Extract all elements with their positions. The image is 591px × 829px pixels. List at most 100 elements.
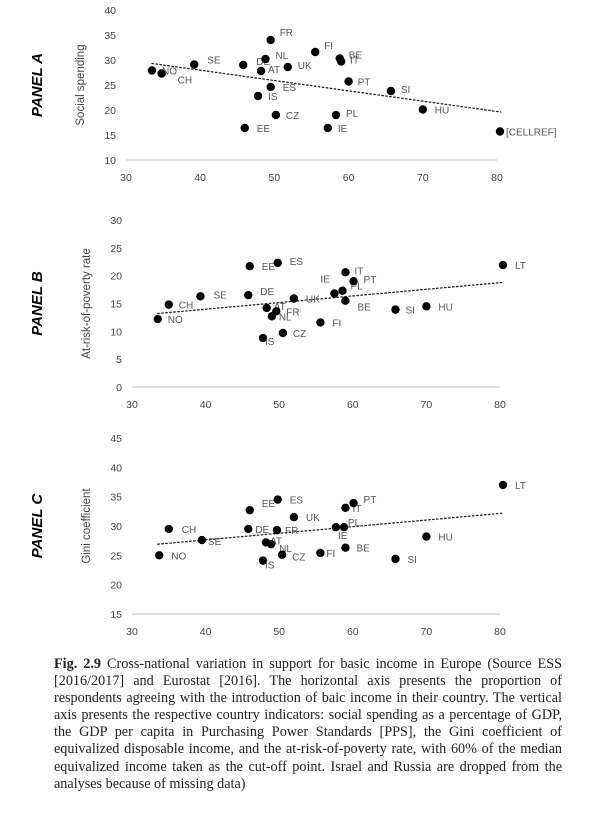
x-tick-label: 50	[273, 626, 285, 638]
data-point	[245, 262, 254, 271]
x-tick-label: 40	[200, 626, 212, 638]
y-tick-label: 25	[104, 80, 116, 92]
point-label: BE	[349, 51, 363, 62]
figure-caption-text: Cross-national variation in support for …	[54, 656, 562, 792]
data-point	[498, 480, 508, 490]
point-label: IT	[352, 504, 361, 515]
point-label: FI	[332, 318, 341, 329]
data-point	[147, 66, 157, 75]
y-axis-label: At-risk-of-poverty rate	[81, 248, 93, 359]
point-label: NO	[162, 67, 177, 78]
y-tick-label: 10	[110, 326, 122, 338]
data-point	[157, 69, 166, 78]
point-label: AT	[268, 65, 280, 76]
x-tick-label: 80	[494, 399, 506, 411]
point-label: NO	[168, 315, 183, 326]
point-label: IT	[350, 56, 359, 67]
x-tick-label: 80	[491, 172, 503, 184]
data-point	[278, 328, 288, 338]
x-tick-label: 40	[200, 399, 212, 411]
data-point	[391, 554, 400, 564]
data-point	[289, 294, 299, 303]
x-tick-label: 70	[421, 399, 433, 411]
point-label: NO	[171, 551, 186, 562]
point-label: CH	[182, 525, 196, 536]
point-label: IE	[320, 274, 330, 285]
point-label: HU	[438, 533, 452, 544]
data-point	[341, 268, 350, 277]
point-label: SI	[405, 306, 414, 317]
y-tick-label: 30	[110, 215, 122, 227]
data-point	[331, 110, 341, 120]
y-tick-label: 35	[104, 30, 116, 42]
point-label: BE	[356, 544, 370, 555]
data-point	[244, 290, 253, 300]
point-label: FR	[285, 526, 298, 537]
y-tick-label: 35	[110, 492, 122, 504]
data-point	[311, 47, 320, 57]
data-point	[341, 296, 350, 305]
panel-title: PANEL A	[29, 53, 46, 117]
data-point	[386, 86, 396, 96]
point-label: ES	[290, 257, 304, 268]
point-label: NL	[279, 544, 292, 555]
trendline	[157, 512, 505, 545]
point-label: DE	[255, 525, 269, 536]
data-point	[261, 54, 270, 64]
data-point	[316, 548, 325, 558]
point-label: LT	[515, 481, 526, 492]
y-tick-label: 20	[110, 271, 122, 283]
data-point	[273, 495, 282, 504]
point-label: IS	[268, 92, 278, 103]
data-point	[266, 82, 275, 92]
x-tick-label: 30	[120, 172, 132, 184]
panel-title: PANEL B	[29, 271, 46, 336]
data-point	[498, 260, 508, 270]
data-point	[422, 302, 431, 311]
data-point	[336, 57, 346, 66]
data-point	[197, 535, 207, 545]
data-point	[262, 303, 271, 313]
data-point	[258, 556, 268, 565]
x-tick-label: 60	[347, 626, 359, 638]
data-point	[283, 62, 292, 72]
point-label: PL	[350, 282, 363, 293]
figure-label: Fig. 2.9	[54, 656, 101, 672]
data-point	[349, 498, 358, 508]
point-label: NL	[279, 312, 292, 323]
point-label: EE	[262, 499, 276, 510]
data-point	[391, 305, 400, 314]
point-label: SI	[407, 555, 416, 566]
point-label: DE	[260, 287, 274, 298]
point-label: IT	[354, 266, 363, 277]
data-point	[164, 300, 173, 309]
panel-title: PANEL C	[29, 493, 46, 559]
data-point	[239, 60, 248, 70]
data-point	[341, 503, 350, 513]
data-point	[330, 289, 339, 298]
point-label: LT	[515, 261, 526, 272]
point-label: SE	[208, 537, 222, 548]
point-label: UK	[306, 513, 320, 524]
point-label: ES	[283, 83, 297, 94]
point-label: CH	[179, 301, 193, 312]
y-tick-label: 30	[104, 55, 116, 67]
point-label: CZ	[292, 553, 305, 564]
data-point	[258, 333, 268, 343]
figure-caption: Fig. 2.9 Cross-national variation in sup…	[54, 656, 562, 793]
data-point	[323, 123, 333, 133]
data-point	[316, 318, 325, 327]
x-tick-label: 50	[269, 172, 281, 184]
data-point	[418, 105, 427, 114]
data-point	[422, 532, 431, 541]
data-point	[190, 60, 199, 69]
point-label: PT	[364, 275, 377, 286]
y-tick-label: 45	[110, 433, 122, 445]
point-label: EE	[257, 124, 271, 135]
point-label: HU	[435, 106, 449, 117]
data-point	[196, 292, 205, 301]
point-label: AT	[270, 536, 282, 547]
data-point	[244, 524, 253, 534]
point-label: ES	[290, 496, 304, 507]
